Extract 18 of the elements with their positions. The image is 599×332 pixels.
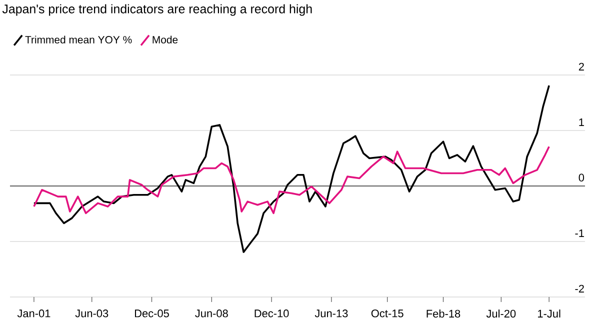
x-tick-label: Jun-13 (314, 310, 348, 318)
y-tick-label: -1 (575, 229, 584, 237)
legend-label: Mode (152, 36, 178, 44)
x-tick-label: Jul-20 (486, 310, 516, 318)
legend-label: Trimmed mean YOY % (25, 36, 132, 44)
x-tick-label: Dec-10 (254, 310, 289, 318)
x-tick-label: Jan-01 (17, 310, 50, 318)
y-tick-label: 1 (579, 118, 584, 126)
x-tick-label: Jun-08 (195, 310, 228, 318)
y-tick-label: 0 (578, 174, 584, 182)
y-tick-label: 2 (578, 62, 584, 70)
x-tick-label: Oct-15 (371, 310, 404, 318)
x-tick-label: 1-Jul (538, 310, 560, 318)
chart-title: Japan's price trend indicators are reaching a record high (2, 4, 312, 16)
x-tick-label: Feb-18 (426, 310, 460, 318)
x-tick-label: Jun-03 (75, 310, 108, 318)
y-tick-label: -2 (575, 284, 584, 292)
x-tick-label: Dec-05 (135, 310, 169, 318)
